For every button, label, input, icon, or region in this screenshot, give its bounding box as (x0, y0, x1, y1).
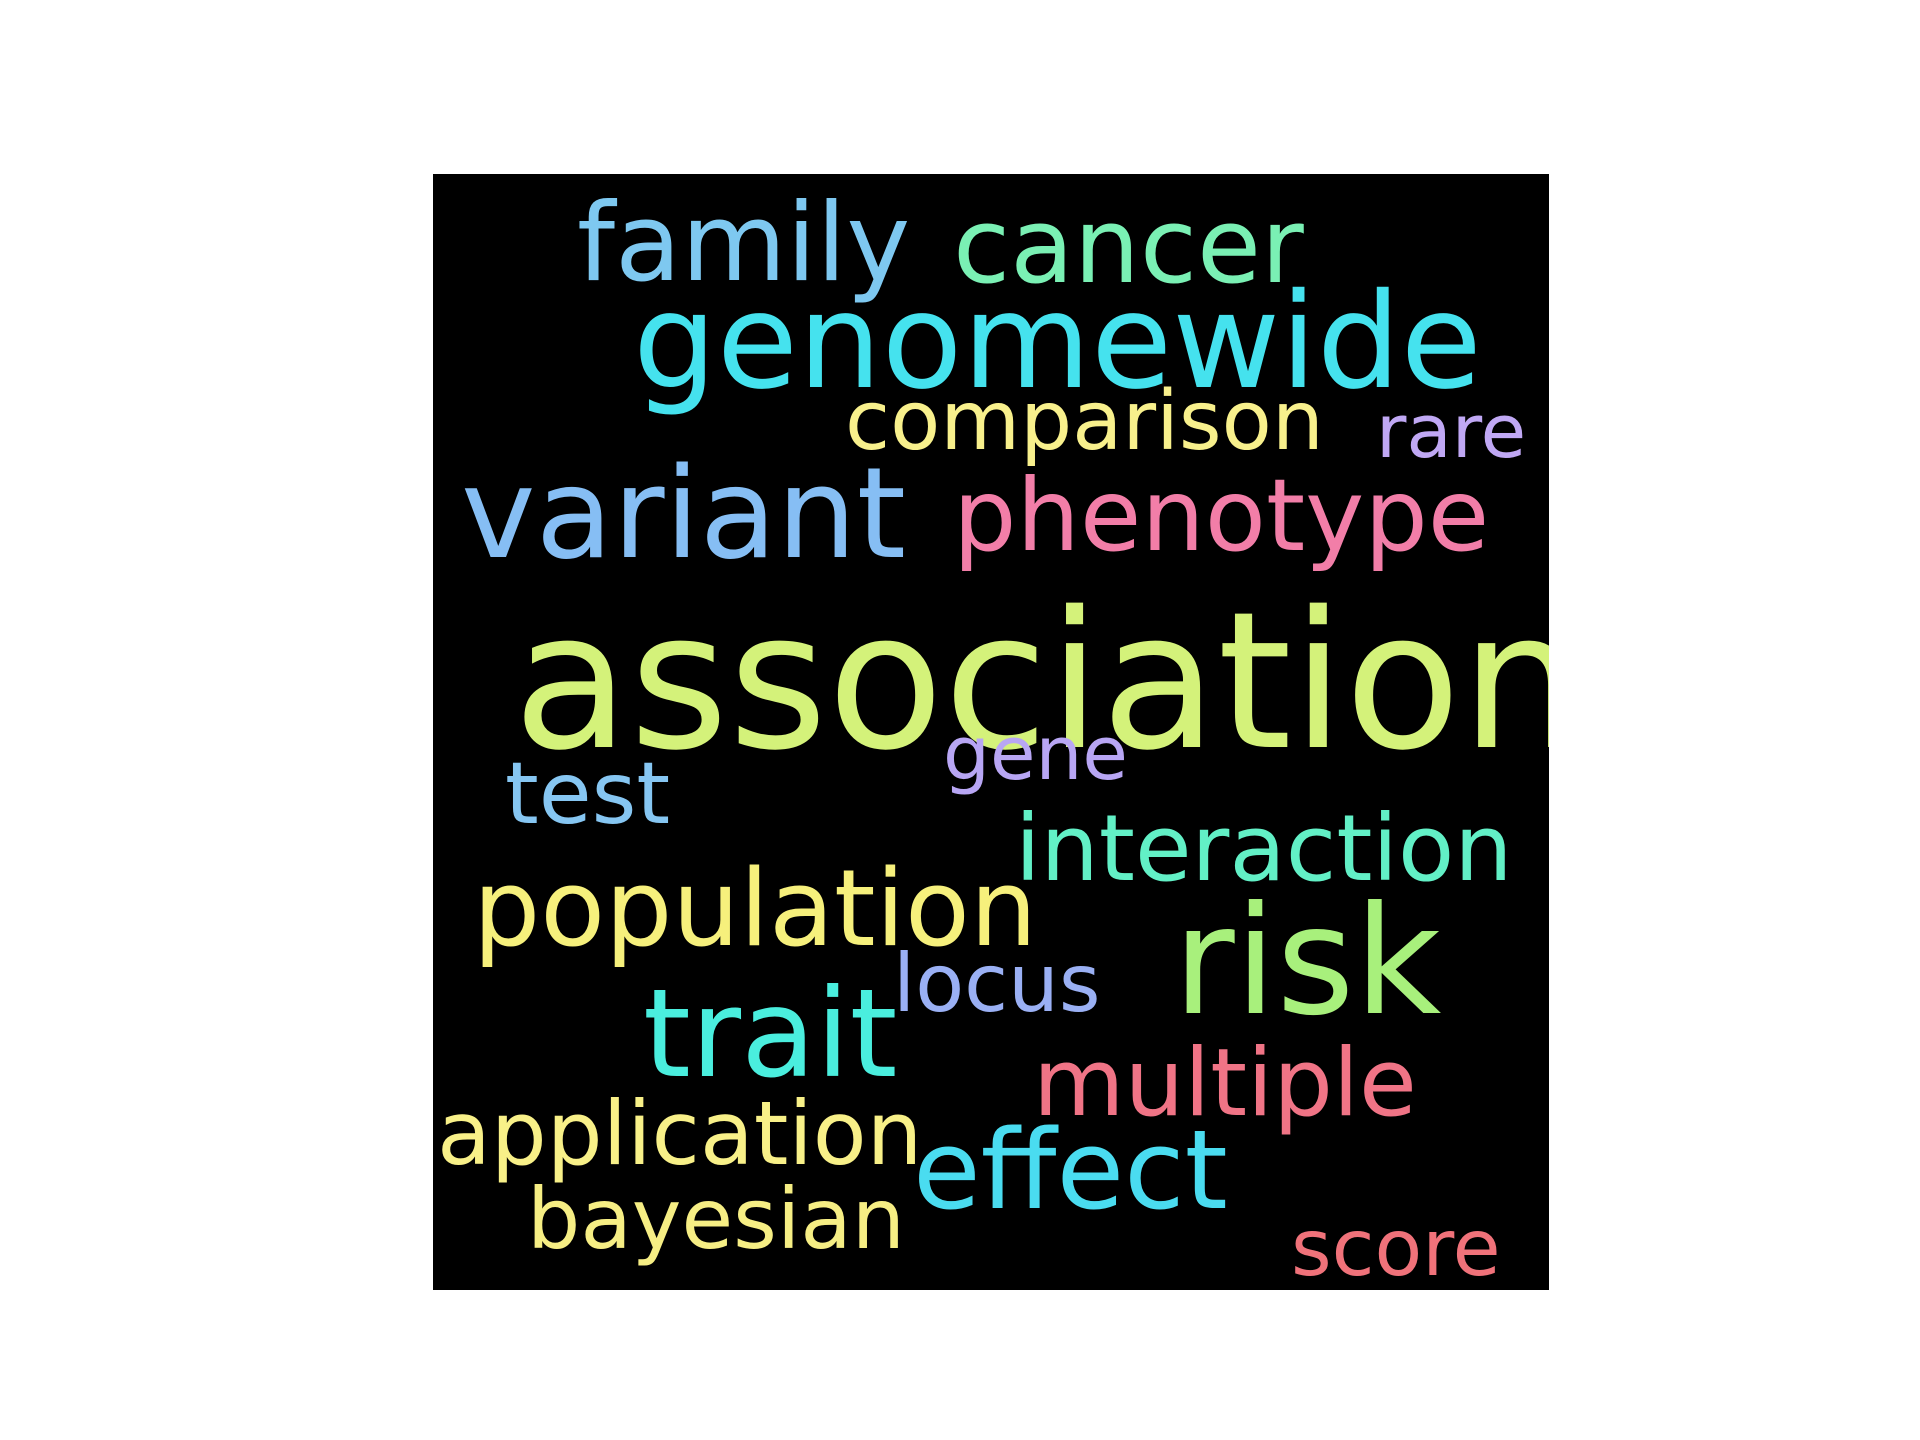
word-rare: rare (1376, 389, 1527, 475)
word-genomewide: genomewide (633, 265, 1482, 419)
word-multiple: multiple (1033, 1029, 1417, 1138)
word-effect: effect (913, 1106, 1228, 1234)
word-variant: variant (461, 440, 907, 587)
word-phenotype: phenotype (953, 457, 1490, 574)
word-cancer: cancer (953, 185, 1304, 307)
word-application: application (437, 1082, 923, 1185)
word-association: association (513, 571, 1549, 792)
word-bayesian: bayesian (527, 1170, 905, 1268)
word-score: score (1291, 1204, 1501, 1290)
word-population: population (473, 847, 1038, 970)
word-locus: locus (893, 937, 1101, 1030)
word-family: family (577, 181, 911, 306)
word-interaction: interaction (1015, 795, 1513, 902)
word-cloud: family cancer genomewide comparison rare… (433, 174, 1549, 1290)
word-risk: risk (1173, 875, 1442, 1049)
word-test: test (505, 744, 671, 844)
word-gene: gene (943, 711, 1128, 797)
word-comparison: comparison (845, 374, 1324, 469)
word-trait: trait (643, 963, 898, 1105)
